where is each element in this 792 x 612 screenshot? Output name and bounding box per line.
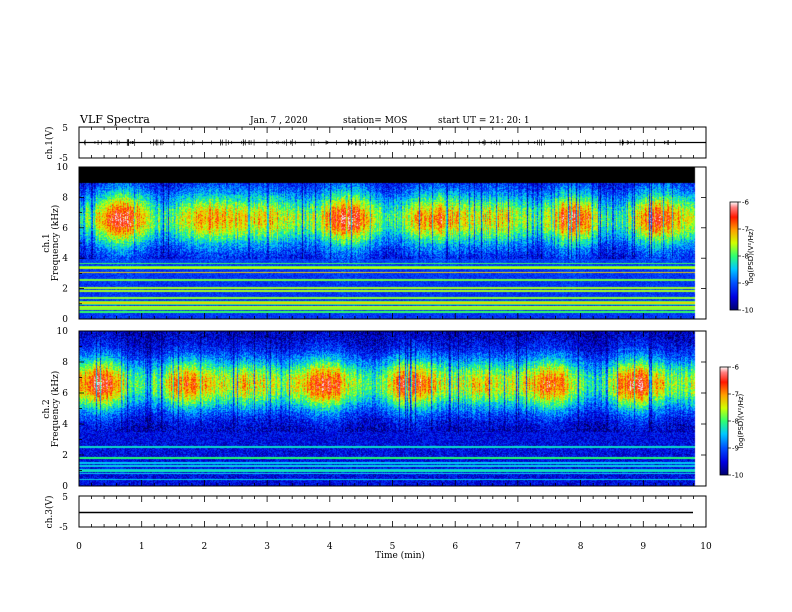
ch1-spectrogram-ytick-label: 0	[62, 315, 68, 325]
ch3-ytick-bottom: -5	[59, 523, 68, 533]
ch2-colorbar-label: log(PSD)(V²/Hz)	[737, 393, 745, 448]
ch2-spectrogram-ytick-label: 4	[62, 420, 68, 430]
ch1-ytick-bottom: -5	[59, 154, 68, 164]
colorbar-tick-label: -6	[742, 199, 750, 207]
colorbar-tick-label: -7	[742, 226, 749, 234]
time-tick-label: 5	[390, 542, 396, 552]
date-label: Jan. 7 , 2020	[249, 116, 308, 126]
ch3-ytick-top: 5	[62, 493, 68, 503]
figure-title: VLF Spectra	[79, 113, 150, 126]
colorbar-tick-label: -9	[732, 445, 739, 453]
ch1-spectrogram-ytick-label: 4	[62, 254, 68, 264]
ch1-spectrogram-ylabel: Frequency (kHz)	[50, 205, 61, 282]
ch2-spectrogram-yticks: 0 2 4 6 8 10	[57, 327, 706, 492]
ch3-waveform-ylabel: ch.3(V)	[44, 496, 55, 529]
colorbar-tick-label: -10	[742, 307, 753, 315]
ch1-spectrogram-channel-label: ch.1	[42, 233, 52, 252]
time-tick-label: 6	[452, 542, 458, 552]
time-axis-ticklabels: 0 1 2 3 4 5 6 7 8 9 10	[76, 542, 712, 552]
ch2-colorbar-ticks: -6 -7 -8 -9 -10	[728, 364, 743, 480]
time-axis-label: Time (min)	[375, 550, 425, 561]
start-time-label: start UT = 21: 20: 1	[438, 116, 530, 126]
ch2-spectrogram-panel: 0 2 4 6 8 10 ch.2 Frequency (kHz)	[42, 327, 707, 492]
ch2-spectrogram-xticks	[78, 331, 707, 486]
time-tick-label: 9	[640, 542, 646, 552]
time-tick-label: 2	[202, 542, 208, 552]
ch1-spectrogram-yticks: 0 2 4 6 8 10	[57, 163, 706, 325]
ch2-spectrogram-ytick-label: 8	[62, 358, 68, 368]
ch1-spectrogram-ytick-label: 6	[62, 224, 68, 234]
ch1-spectrogram-panel: 0 2 4 6 8 10 ch.1 Frequency (kHz)	[42, 163, 707, 325]
ch2-spectrogram-ylabel: Frequency (kHz)	[50, 371, 61, 448]
ch2-spectrogram-ytick-label: 10	[57, 327, 69, 337]
colorbar-tick-label: -6	[732, 364, 740, 372]
ch2-spectrogram-heatmap	[79, 331, 706, 486]
colorbar-tick-label: -10	[732, 472, 743, 480]
ch1-spectrogram-heatmap	[79, 167, 706, 319]
time-tick-label: 8	[578, 542, 584, 552]
ch2-spectrogram-ytick-label: 2	[62, 451, 68, 461]
ch2-spectrogram-ytick-label: 6	[62, 389, 68, 399]
time-tick-label: 7	[515, 542, 521, 552]
time-tick-label: 4	[327, 542, 333, 552]
colorbar-tick-label: -8	[732, 418, 739, 426]
ch1-colorbar-label: log(PSD)(V²/Hz)	[747, 228, 755, 283]
colorbar-tick-label: -9	[742, 280, 749, 288]
ch1-spectrogram-ytick-label: 8	[62, 193, 68, 203]
colorbar-tick-label: -7	[732, 391, 739, 399]
ch1-spectrogram-ytick-label: 2	[62, 285, 68, 295]
ch2-spectrogram-channel-label: ch.2	[42, 399, 52, 418]
ch1-waveform-xticks	[78, 127, 707, 158]
ch1-colorbar-ticks: -6 -7 -8 -9 -10	[738, 199, 753, 315]
ch1-colorbar: -6 -7 -8 -9 -10 log(PSD)(V²/Hz)	[729, 199, 755, 315]
ch1-waveform-ylabel: ch.1(V)	[44, 127, 55, 160]
ch3-waveform-panel: 5 -5 ch.3(V) 0 1 2 3 4 5 6 7 8 9 10 Time (min)	[44, 493, 712, 561]
ch1-waveform-panel: 5 -5 ch.1(V)	[44, 124, 707, 164]
ch2-colorbar-ramp	[719, 366, 729, 476]
ch1-spectrogram-xticks	[78, 167, 707, 319]
ch2-colorbar: -6 -7 -8 -9 -10 log(PSD)(V²/Hz)	[719, 364, 745, 480]
ch1-colorbar-ramp	[729, 201, 739, 311]
station-label: station= MOS	[343, 116, 407, 126]
colorbar-tick-label: -8	[742, 253, 749, 261]
ch2-spectrogram-ytick-label: 0	[62, 482, 68, 492]
ch1-ytick-top: 5	[62, 124, 68, 134]
time-tick-label: 10	[700, 542, 712, 552]
time-tick-label: 3	[264, 542, 270, 552]
ch3-waveform-xticks	[78, 496, 707, 527]
ch1-waveform-spikes	[83, 139, 676, 146]
ch1-spectrogram-ytick-label: 10	[57, 163, 69, 173]
time-tick-label: 1	[139, 542, 145, 552]
time-tick-label: 0	[76, 542, 82, 552]
